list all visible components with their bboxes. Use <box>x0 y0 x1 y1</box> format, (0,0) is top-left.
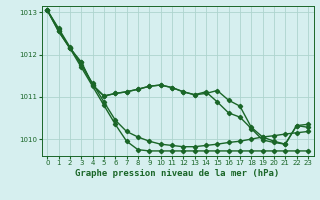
X-axis label: Graphe pression niveau de la mer (hPa): Graphe pression niveau de la mer (hPa) <box>76 169 280 178</box>
